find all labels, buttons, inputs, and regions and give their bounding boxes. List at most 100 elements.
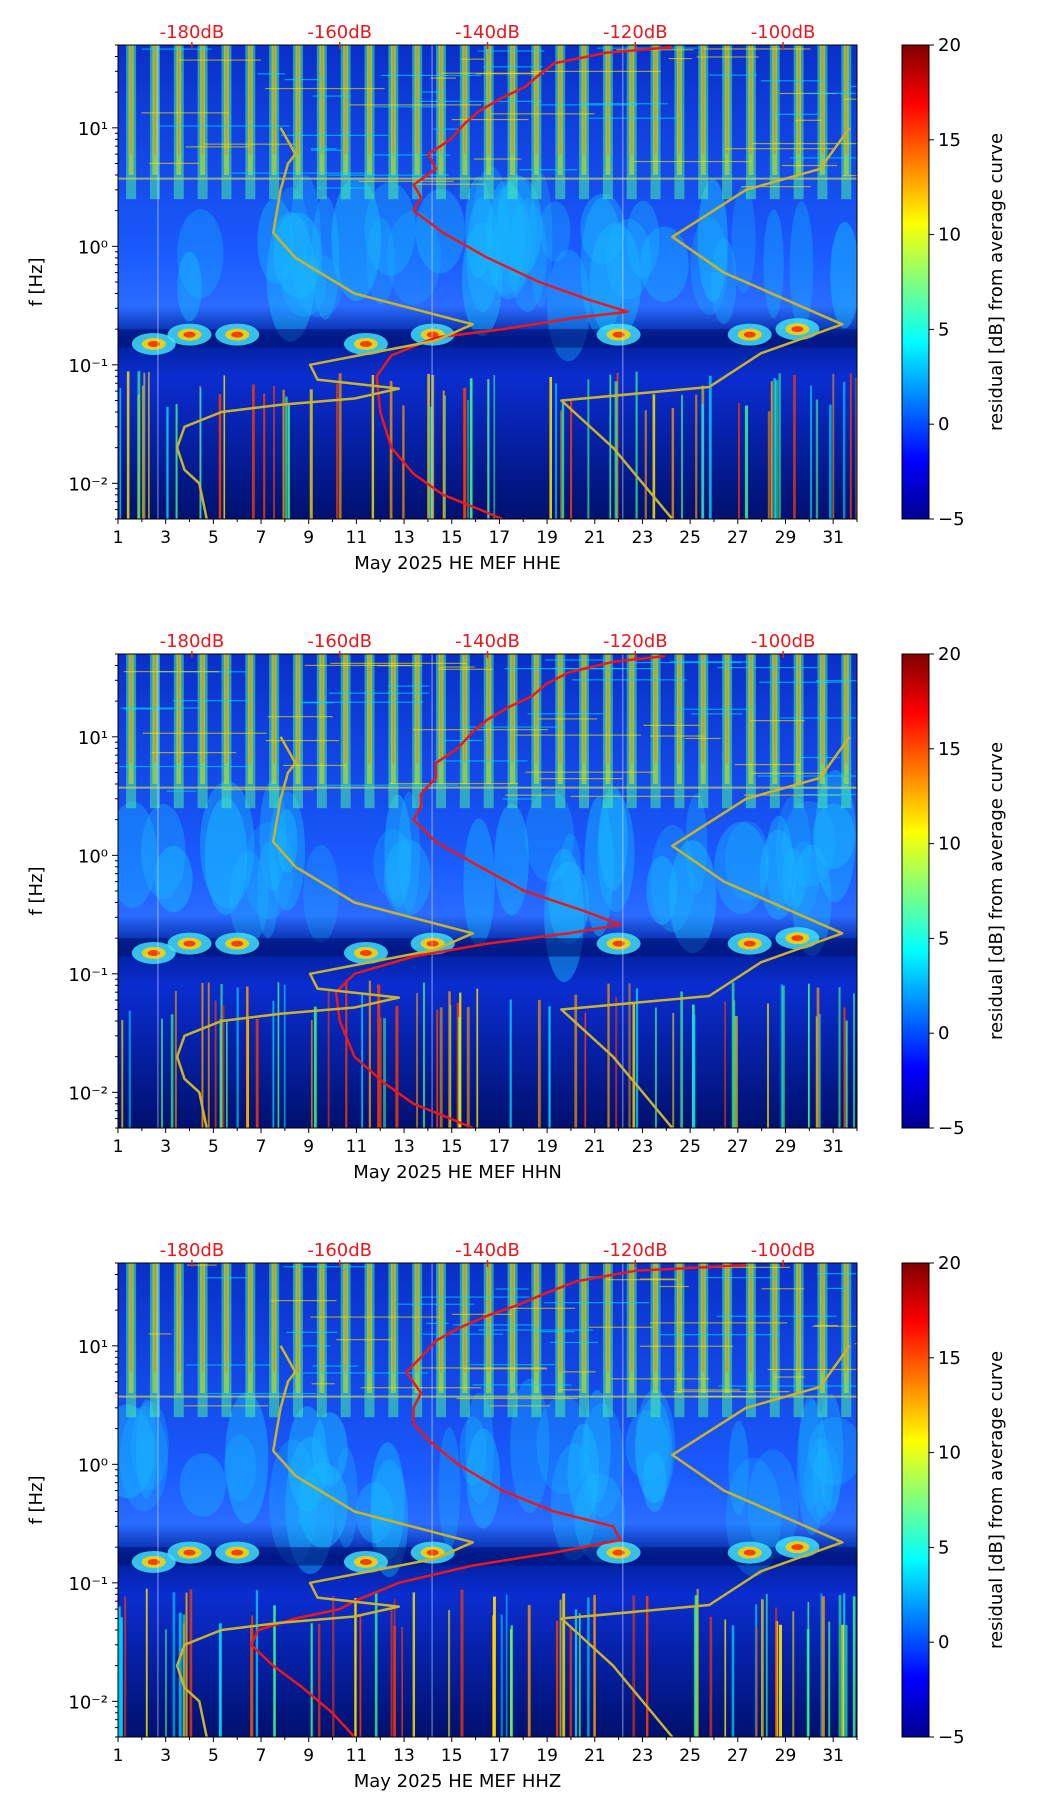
x-tick-label: 19: [536, 528, 558, 548]
y-tick-label: 10⁻²: [68, 1692, 108, 1713]
db-scale-label: -140dB: [455, 1240, 520, 1261]
x-tick-label: 23: [632, 1137, 654, 1157]
x-tick-label: 1: [113, 528, 124, 548]
x-tick-label: 27: [727, 1746, 749, 1766]
colorbar-tick-label: 15: [938, 1348, 961, 1369]
x-tick-label: 13: [393, 528, 415, 548]
average-psd-curve: [334, 654, 666, 1128]
x-tick-label: 1: [113, 1137, 124, 1157]
spectrogram-image: [118, 1263, 857, 1737]
x-tick-label: 11: [346, 1137, 368, 1157]
x-tick-label: 9: [303, 1746, 314, 1766]
x-tick-label: 11: [346, 1746, 368, 1766]
db-scale-label: -180dB: [160, 22, 225, 43]
db-scale-label: -140dB: [455, 631, 520, 652]
x-tick-label: 21: [584, 1137, 606, 1157]
x-axis-label: May 2025 HE MEF HHN: [353, 1162, 562, 1183]
x-tick-label: 21: [584, 528, 606, 548]
spectrogram-image: [118, 654, 857, 1128]
x-tick-label: 25: [679, 1137, 701, 1157]
nlnm-nhnm-curve: [175, 736, 474, 1128]
x-tick-label: 3: [160, 528, 171, 548]
x-tick-label: 7: [256, 528, 267, 548]
colorbar: [901, 44, 930, 520]
x-tick-label: 19: [536, 1746, 558, 1766]
x-tick-label: 3: [160, 1137, 171, 1157]
colorbar-tick-label: −5: [938, 509, 965, 530]
x-tick-label: 15: [441, 528, 463, 548]
x-tick-label: 9: [303, 1137, 314, 1157]
x-axis-label: May 2025 HE MEF HHE: [354, 553, 561, 574]
colorbar-tick-label: −5: [938, 1727, 965, 1748]
colorbar-label: residual [dB] from average curve: [986, 133, 1007, 431]
x-tick-label: 17: [489, 1746, 511, 1766]
colorbar-label: residual [dB] from average curve: [986, 1351, 1007, 1649]
colorbar-tick-label: 10: [938, 225, 961, 246]
colorbar-tick-label: 5: [938, 1537, 949, 1558]
colorbar-tick-label: 20: [938, 35, 961, 56]
x-tick-label: 5: [208, 1746, 219, 1766]
x-tick-label: 25: [679, 528, 701, 548]
nhnm-curve: [560, 127, 851, 519]
colorbar-tick-label: 15: [938, 739, 961, 760]
nlnm-nhnm-curve: [175, 127, 474, 519]
colorbar-tick-label: 5: [938, 319, 949, 340]
x-tick-label: 1: [113, 1746, 124, 1766]
x-tick-label: 5: [208, 528, 219, 548]
db-scale-label: -160dB: [307, 1240, 372, 1261]
x-tick-label: 29: [775, 1137, 797, 1157]
x-tick-label: 17: [489, 1137, 511, 1157]
y-tick-label: 10⁰: [78, 846, 108, 867]
x-tick-label: 3: [160, 1746, 171, 1766]
nhnm-curve: [560, 736, 851, 1128]
colorbar-tick-label: 0: [938, 1023, 949, 1044]
x-tick-label: 27: [727, 528, 749, 548]
nlnm-nhnm-curve: [175, 1345, 474, 1737]
y-tick-label: 10⁻²: [68, 1083, 108, 1104]
db-scale-label: -180dB: [160, 631, 225, 652]
x-tick-label: 7: [256, 1137, 267, 1157]
y-axis-label: f [Hz]: [26, 1475, 47, 1524]
y-axis-label: f [Hz]: [26, 866, 47, 915]
db-scale-label: -180dB: [160, 1240, 225, 1261]
colorbar-tick-label: 0: [938, 414, 949, 435]
nhnm-curve: [560, 1345, 851, 1737]
db-scale-label: -160dB: [307, 22, 372, 43]
colorbar-tick-label: −5: [938, 1118, 965, 1139]
y-tick-label: 10¹: [78, 119, 108, 140]
x-tick-label: 31: [822, 1746, 844, 1766]
y-tick-label: 10⁻²: [68, 474, 108, 495]
x-tick-label: 31: [822, 1137, 844, 1157]
x-tick-label: 29: [775, 1746, 797, 1766]
db-scale-label: -120dB: [603, 22, 668, 43]
x-tick-label: 17: [489, 528, 511, 548]
y-tick-label: 10⁻¹: [68, 1574, 108, 1595]
db-scale-label: -120dB: [603, 1240, 668, 1261]
y-tick-label: 10¹: [78, 728, 108, 749]
x-tick-label: 21: [584, 1746, 606, 1766]
x-tick-label: 15: [441, 1137, 463, 1157]
colorbar-tick-label: 10: [938, 834, 961, 855]
y-tick-label: 10⁻¹: [68, 356, 108, 377]
x-tick-label: 23: [632, 1746, 654, 1766]
x-axis-label: May 2025 HE MEF HHZ: [354, 1771, 561, 1792]
y-tick-label: 10⁰: [78, 1455, 108, 1476]
colorbar-tick-label: 5: [938, 928, 949, 949]
x-tick-label: 27: [727, 1137, 749, 1157]
x-tick-label: 13: [393, 1746, 415, 1766]
db-scale-label: -100dB: [751, 22, 816, 43]
db-scale-label: -160dB: [307, 631, 372, 652]
spectrogram-image: [118, 45, 857, 519]
colorbar-tick-label: 15: [938, 130, 961, 151]
colorbar: [901, 653, 930, 1129]
x-tick-label: 11: [346, 528, 368, 548]
x-tick-label: 15: [441, 1746, 463, 1766]
db-scale-label: -100dB: [751, 1240, 816, 1261]
db-scale-label: -120dB: [603, 631, 668, 652]
x-tick-label: 31: [822, 528, 844, 548]
y-axis-label: f [Hz]: [26, 257, 47, 306]
